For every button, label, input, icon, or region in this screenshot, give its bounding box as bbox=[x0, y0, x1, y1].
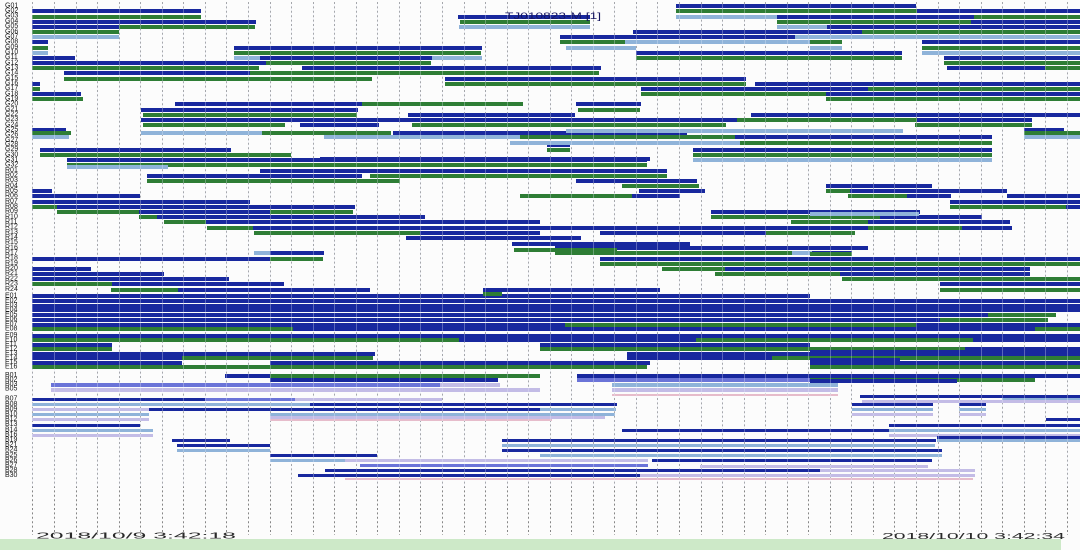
svg-text:E12: E12 bbox=[5, 346, 18, 353]
svg-text:R08: R08 bbox=[5, 203, 18, 210]
svg-text:R16: R16 bbox=[5, 244, 18, 251]
svg-text:G23: G23 bbox=[5, 116, 18, 123]
svg-text:E11: E11 bbox=[5, 341, 17, 348]
svg-text:R14: R14 bbox=[5, 234, 18, 241]
svg-text:B09: B09 bbox=[5, 406, 18, 413]
svg-text:G07: G07 bbox=[5, 33, 18, 40]
svg-text:E16: E16 bbox=[5, 364, 18, 371]
svg-text:R20: R20 bbox=[5, 265, 18, 272]
svg-text:G02: G02 bbox=[5, 8, 18, 15]
svg-text:G12: G12 bbox=[5, 59, 18, 66]
svg-text:B19: B19 bbox=[5, 437, 18, 444]
svg-text:E13: E13 bbox=[5, 350, 18, 357]
svg-text:G28: G28 bbox=[5, 141, 18, 148]
svg-text:R21: R21 bbox=[5, 270, 18, 277]
svg-text:E06: E06 bbox=[5, 316, 18, 323]
svg-text:R07: R07 bbox=[5, 198, 18, 205]
svg-text:2018/10/10 3:42:34: 2018/10/10 3:42:34 bbox=[882, 531, 1066, 541]
svg-text:G32: G32 bbox=[5, 162, 18, 169]
svg-text:B03: B03 bbox=[5, 381, 18, 388]
svg-text:G03: G03 bbox=[5, 13, 18, 20]
svg-text:R01: R01 bbox=[5, 167, 18, 174]
svg-text:E07: E07 bbox=[5, 321, 18, 328]
svg-text:R19: R19 bbox=[5, 260, 18, 267]
svg-text:B30: B30 bbox=[5, 472, 18, 479]
svg-text:B26: B26 bbox=[5, 457, 18, 464]
svg-text:E09: E09 bbox=[5, 332, 18, 339]
svg-text:B05: B05 bbox=[5, 386, 18, 393]
svg-text:R18: R18 bbox=[5, 255, 18, 262]
svg-text:E05: E05 bbox=[5, 311, 18, 318]
svg-text:G05: G05 bbox=[5, 23, 18, 30]
svg-text:G13: G13 bbox=[5, 64, 18, 71]
svg-text:R11: R11 bbox=[5, 219, 17, 226]
svg-text:G18: G18 bbox=[5, 90, 18, 97]
svg-text:R22: R22 bbox=[5, 275, 18, 282]
svg-text:G14: G14 bbox=[5, 70, 18, 77]
svg-text:G27: G27 bbox=[5, 137, 18, 144]
svg-text:G04: G04 bbox=[5, 18, 18, 25]
svg-text:2018/10/9 3:42:18: 2018/10/9 3:42:18 bbox=[36, 531, 237, 541]
svg-text:B13: B13 bbox=[5, 421, 18, 428]
svg-text:R10: R10 bbox=[5, 213, 18, 220]
svg-text:G01: G01 bbox=[5, 2, 18, 9]
svg-text:B08: B08 bbox=[5, 401, 18, 408]
svg-text:E15: E15 bbox=[5, 359, 18, 366]
svg-text:G29: G29 bbox=[5, 146, 18, 153]
svg-text:G20: G20 bbox=[5, 101, 18, 108]
svg-text:G31: G31 bbox=[5, 157, 18, 164]
svg-text:G15: G15 bbox=[5, 75, 18, 82]
svg-text:G21: G21 bbox=[5, 106, 18, 113]
svg-text:B10: B10 bbox=[5, 411, 18, 418]
svg-text:B24: B24 bbox=[5, 447, 18, 454]
svg-text:G30: G30 bbox=[5, 151, 18, 158]
svg-text:B01: B01 bbox=[5, 372, 18, 379]
svg-text:E14: E14 bbox=[5, 355, 18, 362]
svg-text:G16: G16 bbox=[5, 80, 18, 87]
svg-text:R04: R04 bbox=[5, 182, 18, 189]
svg-text:G06: G06 bbox=[5, 28, 18, 35]
svg-text:R12: R12 bbox=[5, 224, 18, 231]
svg-text:B02: B02 bbox=[5, 377, 18, 384]
svg-text:R09: R09 bbox=[5, 208, 18, 215]
svg-text:G26: G26 bbox=[5, 132, 18, 139]
svg-text:G08: G08 bbox=[5, 39, 18, 46]
svg-text:R23: R23 bbox=[5, 281, 18, 288]
svg-text:B28: B28 bbox=[5, 467, 18, 474]
svg-text:B14: B14 bbox=[5, 426, 18, 433]
svg-text:G11: G11 bbox=[5, 54, 18, 61]
svg-text:E01: E01 bbox=[5, 293, 18, 300]
svg-text:G09: G09 bbox=[5, 44, 18, 51]
svg-text:R17: R17 bbox=[5, 250, 18, 257]
svg-text:TJ010823-M [1]: TJ010823-M [1] bbox=[505, 11, 601, 21]
svg-text:B16: B16 bbox=[5, 431, 18, 438]
svg-text:B27: B27 bbox=[5, 462, 18, 469]
svg-text:B07: B07 bbox=[5, 396, 18, 403]
svg-text:R06: R06 bbox=[5, 193, 18, 200]
svg-text:G24: G24 bbox=[5, 121, 18, 128]
svg-text:R24: R24 bbox=[5, 286, 18, 293]
svg-text:R03: R03 bbox=[5, 177, 18, 184]
svg-text:B12: B12 bbox=[5, 416, 18, 423]
svg-text:G17: G17 bbox=[5, 85, 18, 92]
svg-text:B21: B21 bbox=[5, 442, 18, 449]
svg-text:G25: G25 bbox=[5, 127, 18, 134]
svg-text:R05: R05 bbox=[5, 188, 18, 195]
svg-text:E03: E03 bbox=[5, 302, 18, 309]
svg-text:E10: E10 bbox=[5, 337, 18, 344]
svg-text:E04: E04 bbox=[5, 307, 18, 314]
svg-text:R15: R15 bbox=[5, 239, 18, 246]
svg-text:G22: G22 bbox=[5, 111, 18, 118]
svg-text:E02: E02 bbox=[5, 297, 18, 304]
svg-text:R02: R02 bbox=[5, 172, 18, 179]
svg-text:G19: G19 bbox=[5, 96, 18, 103]
svg-text:E08: E08 bbox=[5, 326, 18, 333]
svg-text:G10: G10 bbox=[5, 49, 18, 56]
svg-text:B25: B25 bbox=[5, 452, 18, 459]
svg-text:R13: R13 bbox=[5, 229, 18, 236]
